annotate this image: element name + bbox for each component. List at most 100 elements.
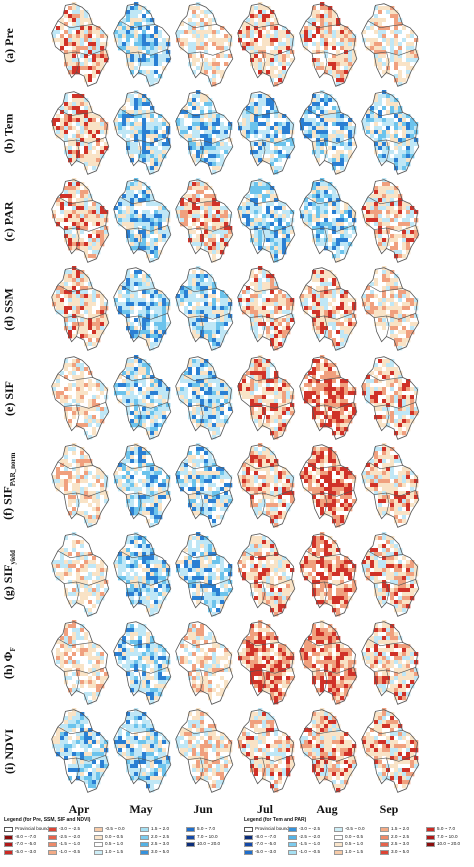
map-cell [328, 206, 333, 211]
map-cell [188, 6, 193, 11]
map-cell [184, 379, 189, 384]
map-cell [344, 34, 349, 39]
map-cell [118, 130, 123, 135]
map-cell [406, 146, 411, 151]
map-cell [84, 411, 89, 416]
map-cell [224, 54, 229, 59]
map-cell [154, 218, 159, 223]
map-cell [344, 326, 349, 331]
map-cell [200, 234, 205, 239]
map-cell [258, 202, 263, 207]
map-cell [262, 150, 267, 155]
map-cell [80, 26, 85, 31]
provincial-boundary [200, 404, 204, 426]
map-cell [266, 38, 271, 43]
map-cell [64, 54, 69, 59]
map-cell [88, 322, 93, 327]
map-cell [196, 286, 201, 291]
map-cell [374, 98, 379, 103]
map-cell [320, 278, 325, 283]
provincial-boundary [200, 315, 204, 337]
map-cell [154, 419, 159, 424]
map-cell [216, 114, 221, 119]
map-cell [282, 338, 287, 343]
map-cell [274, 326, 279, 331]
map-cell [216, 78, 221, 83]
map-cell [64, 383, 69, 388]
map-cell [92, 395, 97, 400]
map-cell [64, 286, 69, 291]
map-cell [274, 314, 279, 319]
map-cell [138, 110, 143, 115]
map-cell [270, 194, 275, 199]
map-cell [278, 126, 283, 131]
map-cell [382, 26, 387, 31]
map-cell [328, 6, 333, 11]
map-pre-may [113, 2, 172, 87]
map-cell [146, 134, 151, 139]
map-cell [258, 102, 263, 107]
map-cell [142, 226, 147, 231]
map-cell [316, 102, 321, 107]
map-cell [80, 383, 85, 388]
map-cell [200, 218, 205, 223]
map-cell [208, 186, 213, 191]
map-cell [100, 302, 105, 307]
map-cell [282, 54, 287, 59]
map-cell [192, 290, 197, 295]
map-cell [138, 218, 143, 223]
map-cell [118, 310, 123, 315]
map-cell [366, 134, 371, 139]
map-cell [398, 74, 403, 79]
map-cell [80, 154, 85, 159]
map-cell [220, 246, 225, 251]
map-cell [378, 6, 383, 11]
map-cell [328, 110, 333, 115]
map-cell [142, 298, 147, 303]
map-cell [274, 18, 279, 23]
provincial-boundary [126, 313, 168, 320]
map-cell [254, 274, 259, 279]
map-cell [122, 22, 127, 27]
map-cell [146, 190, 151, 195]
map-cell [324, 34, 329, 39]
map-cell [336, 254, 341, 259]
map-cell [382, 106, 387, 111]
map-cell [118, 290, 123, 295]
map-cell [398, 242, 403, 247]
map-cell [176, 126, 181, 131]
map-cell [386, 234, 391, 239]
map-cell [184, 387, 189, 392]
map-cell [84, 330, 89, 335]
map-cell [204, 22, 209, 27]
map-cell [150, 314, 155, 319]
map-cell [208, 198, 213, 203]
map-cell [96, 334, 101, 339]
map-cell [336, 166, 341, 171]
map-cell [246, 198, 251, 203]
map-cell [100, 230, 105, 235]
map-cell [316, 278, 321, 283]
map-cell [344, 142, 349, 147]
map-cell [344, 58, 349, 63]
map-cell [212, 110, 217, 115]
map-cell [196, 30, 201, 35]
region-outline [113, 267, 172, 351]
map-cell [254, 122, 259, 127]
map-cell [258, 194, 263, 199]
map-cell [188, 363, 193, 368]
map-cell [290, 146, 295, 151]
map-cell [134, 391, 139, 396]
map-cell [320, 154, 325, 159]
map-cell [180, 26, 185, 31]
map-cell [134, 46, 139, 51]
map-cell [348, 154, 353, 159]
map-cell [398, 314, 403, 319]
map-cell [104, 34, 109, 39]
map-cell [308, 310, 313, 315]
map-cell [312, 202, 317, 207]
map-cell [68, 182, 73, 187]
provincial-boundary [250, 49, 292, 56]
map-cell [158, 290, 163, 295]
map-cell [324, 294, 329, 299]
